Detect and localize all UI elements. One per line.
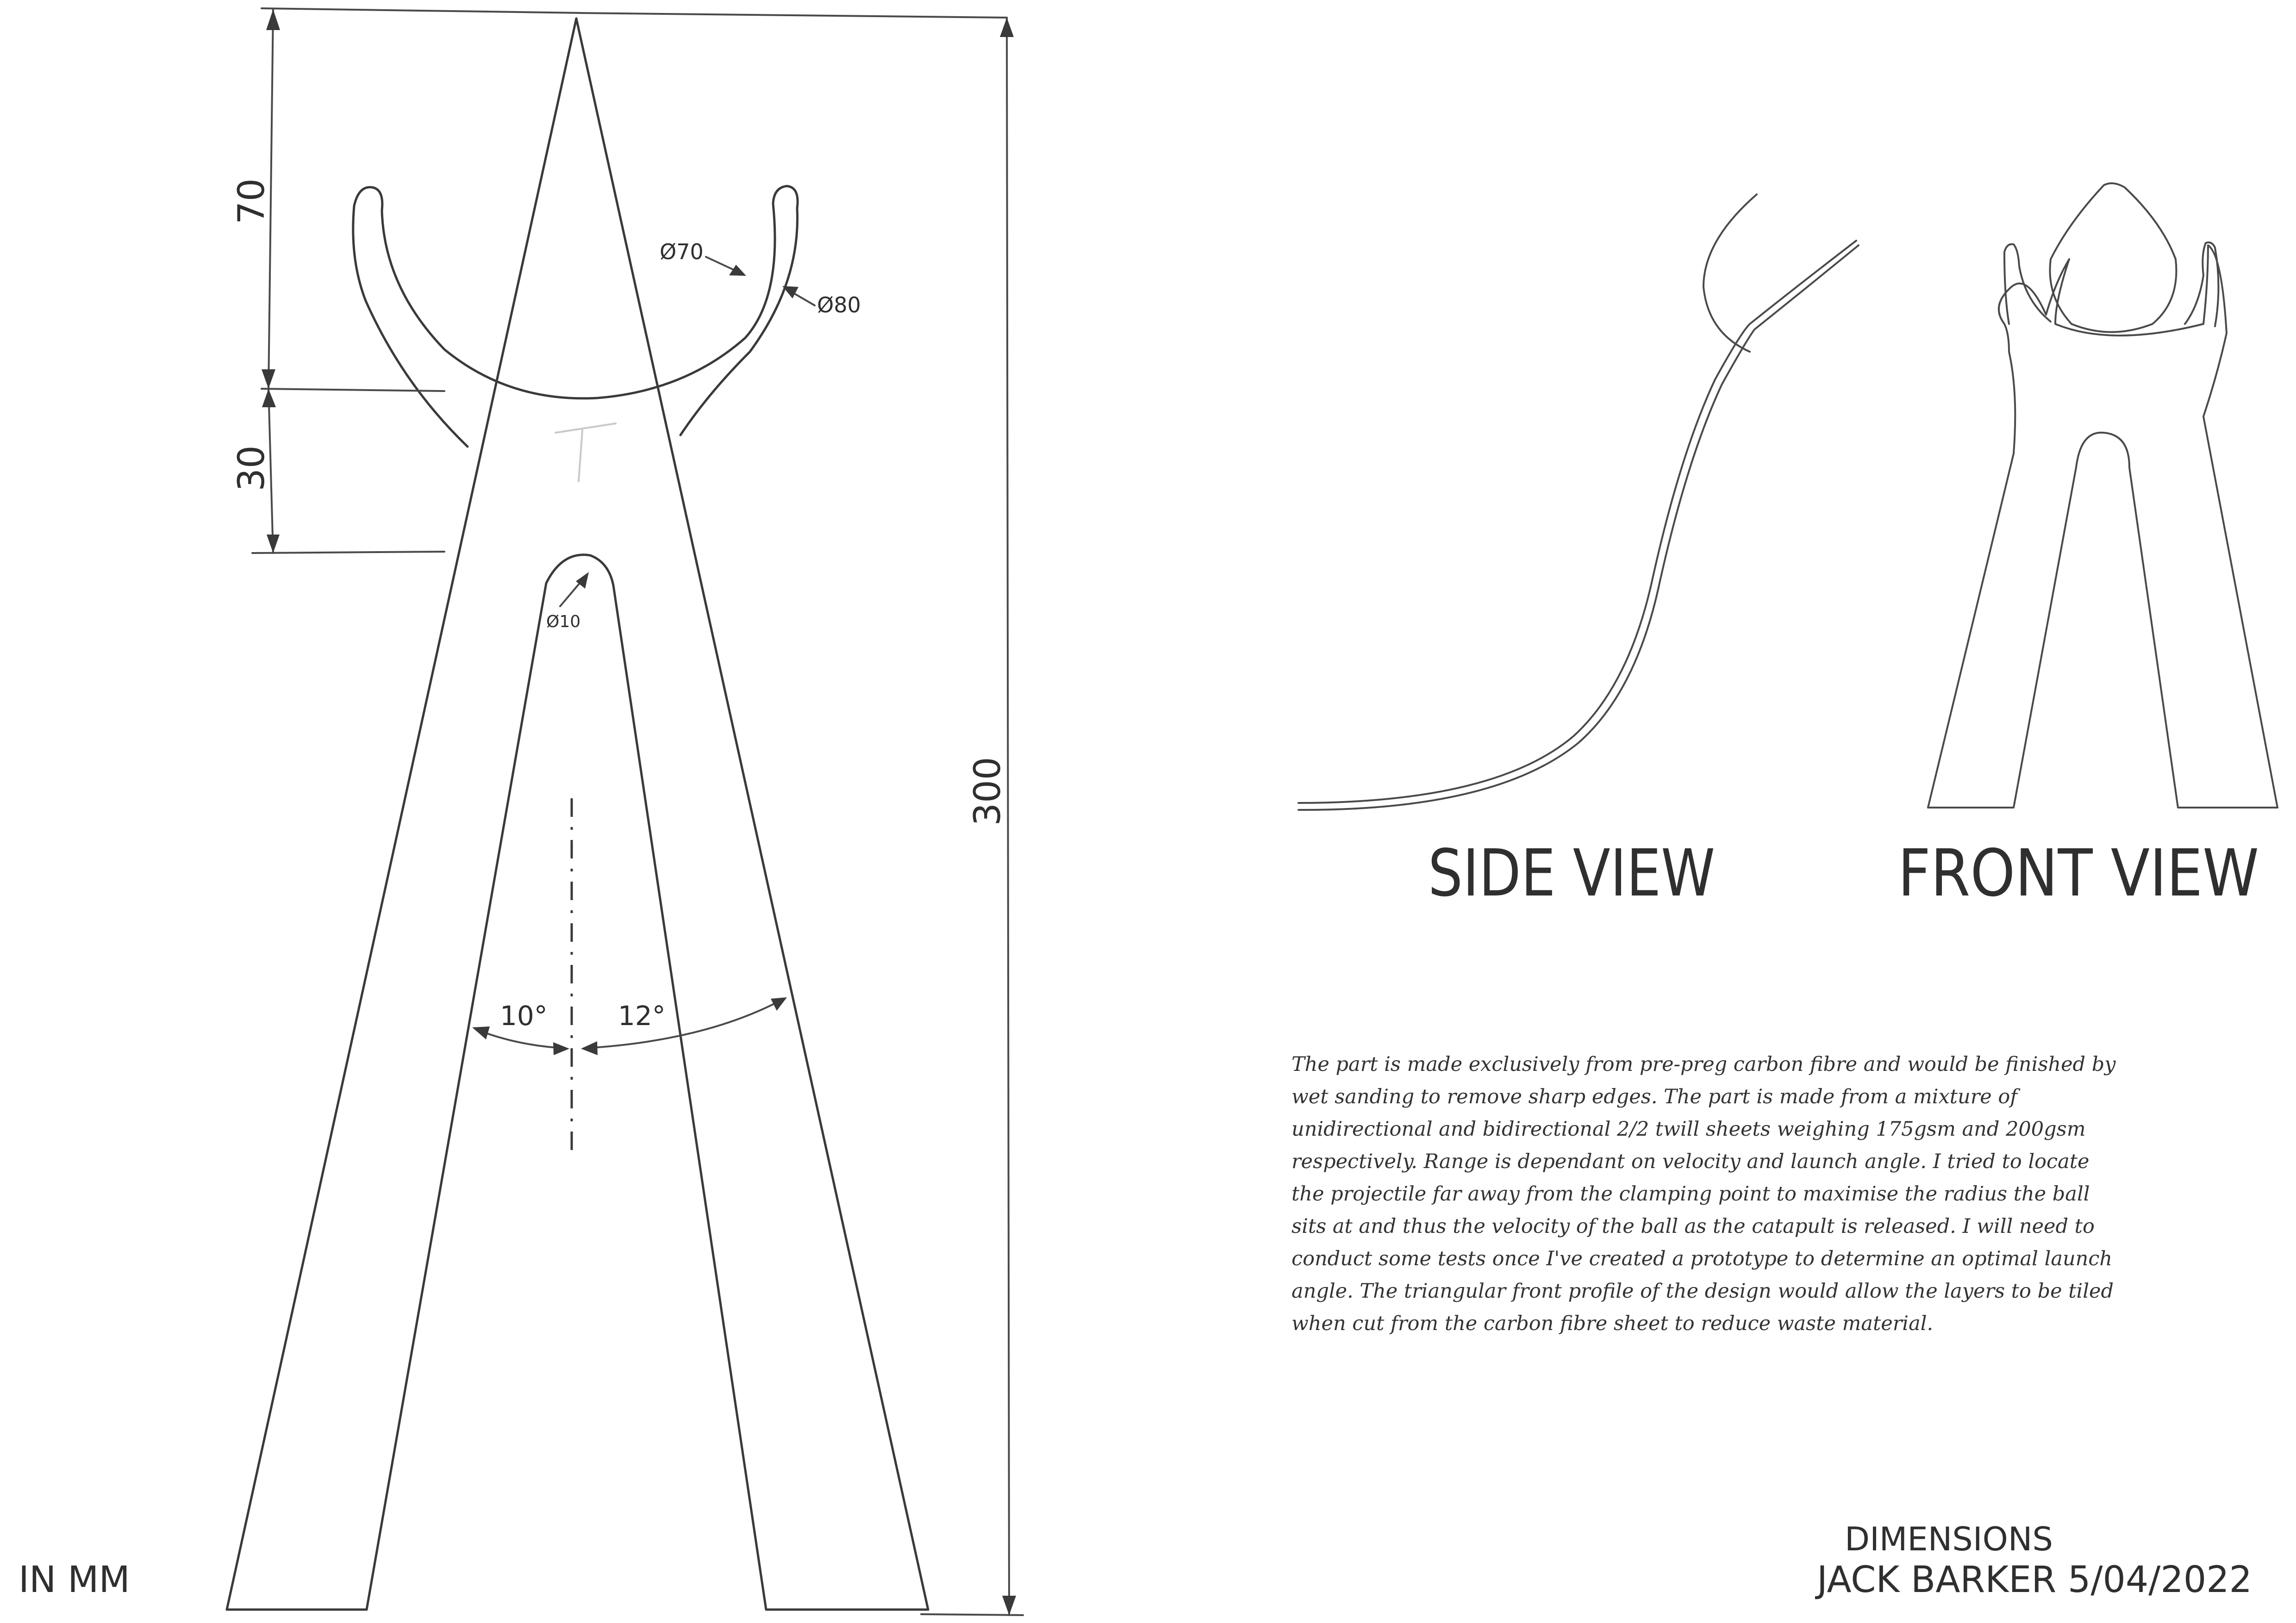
outer-right-edge	[575, 17, 930, 1611]
dim-label-300: 300	[967, 757, 1009, 826]
leader-d80-arrow	[782, 286, 799, 298]
dim-line-70	[268, 8, 274, 390]
side-view-profile-outer	[1298, 240, 1857, 804]
dimension-labels: 70 30 300 Ø70 Ø80 Ø10 10° 12°	[231, 178, 1009, 1032]
front-view-slot	[1927, 431, 2278, 808]
side-view-profile-inner	[1298, 244, 1859, 811]
front-view-cradle-left-horn	[2003, 243, 2052, 325]
front-view-outline	[1927, 244, 2278, 808]
leader-d10-arrow	[576, 572, 589, 589]
design-notes: The part is made exclusively from pre-pr…	[1292, 1048, 2152, 1340]
cradle-outline	[352, 185, 799, 448]
dim-70-arrow-top	[266, 9, 280, 30]
outer-left-edge	[225, 17, 578, 1611]
dim-ext-bottom-right	[920, 1613, 1024, 1616]
dimension-lines	[251, 7, 1024, 1616]
note-line: angle. The triangular front profile of t…	[1292, 1280, 2114, 1303]
dim-label-d10: Ø10	[546, 612, 580, 631]
note-line: the projectile far away from the clampin…	[1292, 1182, 2090, 1206]
note-line: unidirectional and bidirectional 2/2 twi…	[1292, 1118, 2086, 1141]
title-label: DIMENSIONS	[1845, 1520, 2053, 1558]
dim-30-arrow-bottom	[267, 535, 280, 553]
front-view-ball-teardrop	[2049, 182, 2177, 333]
dim-label-angle-left: 10°	[500, 1000, 548, 1032]
angle-arc-left	[476, 1029, 567, 1049]
front-view-label: FRONT VIEW	[1898, 836, 2259, 911]
dim-label-d70: Ø70	[660, 239, 704, 264]
dim-label-angle-right: 12°	[618, 1000, 666, 1032]
angle-arc-left-arrow-r	[553, 1042, 569, 1055]
dim-label-70: 70	[231, 178, 273, 224]
main-part-outline	[225, 17, 930, 1611]
angle-arc-left-arrow-l	[472, 1026, 490, 1039]
note-line: when cut from the carbon fibre sheet to …	[1292, 1312, 1934, 1335]
dim-300-arrow-top	[1000, 18, 1014, 37]
note-line: sits at and thus the velocity of the bal…	[1292, 1215, 2095, 1238]
side-view-label: SIDE VIEW	[1428, 836, 1715, 911]
note-line: conduct some tests once I've created a p…	[1292, 1247, 2113, 1270]
front-view-cradle-right-horn	[2184, 241, 2220, 327]
dim-ext-top-right	[578, 12, 1008, 19]
dim-ext-low	[251, 551, 445, 554]
angle-arc-right	[583, 999, 783, 1049]
note-line: wet sanding to remove sharp edges. The p…	[1292, 1085, 2018, 1108]
angle-arc-right-arrow-r	[771, 997, 787, 1011]
front-view-drawing	[1927, 182, 2278, 808]
units-label: IN MM	[19, 1559, 130, 1601]
angle-arc-right-arrow-l	[581, 1041, 598, 1055]
dim-ext-mid	[261, 388, 445, 392]
note-line: respectively. Range is dependant on velo…	[1292, 1150, 2090, 1173]
dim-300-arrow-bottom	[1002, 1596, 1016, 1615]
note-line: The part is made exclusively from pre-pr…	[1292, 1053, 2116, 1076]
dim-ext-top	[261, 7, 582, 14]
dim-line-300	[1006, 17, 1010, 1616]
inner-slot-outline	[365, 553, 767, 1611]
dim-label-30: 30	[231, 445, 273, 491]
side-view-cradle-arc	[1703, 193, 1758, 353]
dim-line-30	[268, 388, 274, 554]
construction-mark	[555, 423, 617, 482]
leader-d70-arrow	[729, 265, 746, 276]
author-date-label: JACK BARKER 5/04/2022	[1815, 1559, 2252, 1601]
dim-label-d80: Ø80	[817, 292, 861, 317]
dim-70-arrow-bottom	[262, 369, 275, 389]
dim-30-arrow-top	[262, 389, 276, 407]
cradle-outer-curve	[352, 185, 799, 448]
side-view-drawing	[1298, 193, 1859, 811]
